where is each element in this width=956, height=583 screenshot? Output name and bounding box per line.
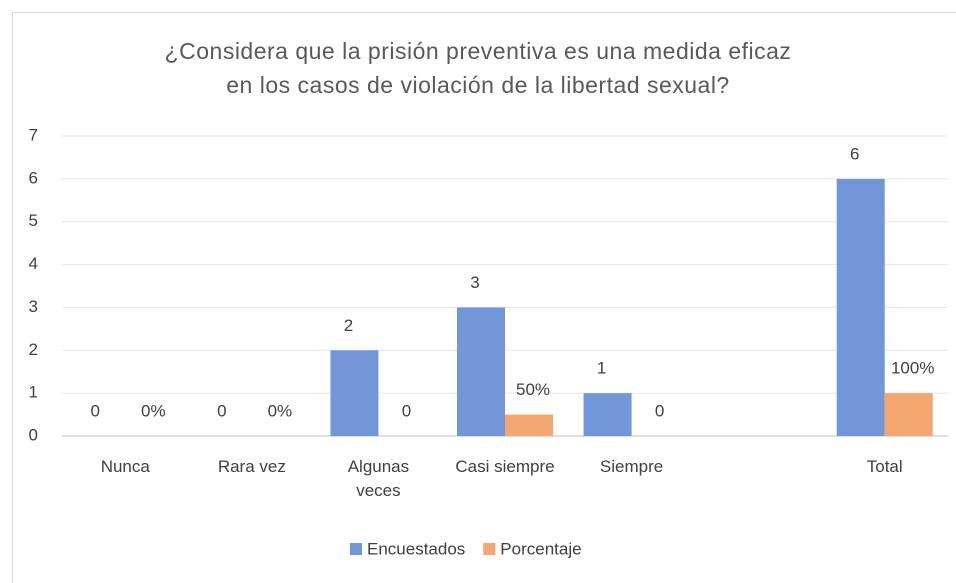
data-label: 0	[655, 401, 664, 420]
x-tick-label: Nunca	[100, 457, 150, 476]
data-label: 0	[91, 401, 100, 420]
x-tick-label: Algunas veces	[347, 457, 410, 500]
bar	[836, 178, 885, 436]
bar	[457, 307, 505, 436]
bar	[505, 414, 553, 436]
y-tick-label: 7	[29, 125, 38, 144]
y-tick-label: 4	[29, 254, 38, 273]
bar	[884, 393, 933, 436]
legend-swatch	[350, 543, 362, 555]
x-tick-label: Rara vez	[217, 457, 286, 476]
data-label: 0%	[141, 401, 166, 420]
y-tick-label: 1	[29, 383, 38, 402]
data-label: 50%	[516, 380, 550, 399]
data-label: 0%	[268, 401, 293, 420]
bar	[330, 350, 379, 436]
y-tick-label: 6	[29, 168, 38, 187]
data-label: 3	[470, 273, 479, 292]
bar	[583, 393, 632, 436]
x-tick-label: Siempre	[599, 457, 664, 476]
y-tick-label: 2	[29, 340, 38, 359]
y-tick-label: 0	[29, 425, 38, 444]
chart-border	[12, 12, 956, 583]
chart-title: ¿Considera que la prisión preventiva es …	[164, 38, 792, 64]
data-label: 1	[597, 359, 606, 378]
chart-title: en los casos de violación de la libertad…	[226, 72, 730, 98]
data-label: 2	[344, 316, 353, 335]
x-tick-label: Casi siempre	[455, 457, 555, 476]
legend-swatch	[483, 543, 496, 555]
data-label: 100%	[891, 359, 934, 378]
data-label: 0	[402, 401, 411, 420]
y-tick-label: 3	[29, 297, 38, 316]
data-label: 0	[217, 401, 226, 420]
y-tick-label: 5	[29, 211, 38, 230]
data-label: 6	[850, 144, 859, 163]
legend-label: Encuestados	[367, 539, 465, 558]
x-tick-label: Total	[866, 457, 903, 476]
legend-label: Porcentaje	[500, 539, 581, 558]
